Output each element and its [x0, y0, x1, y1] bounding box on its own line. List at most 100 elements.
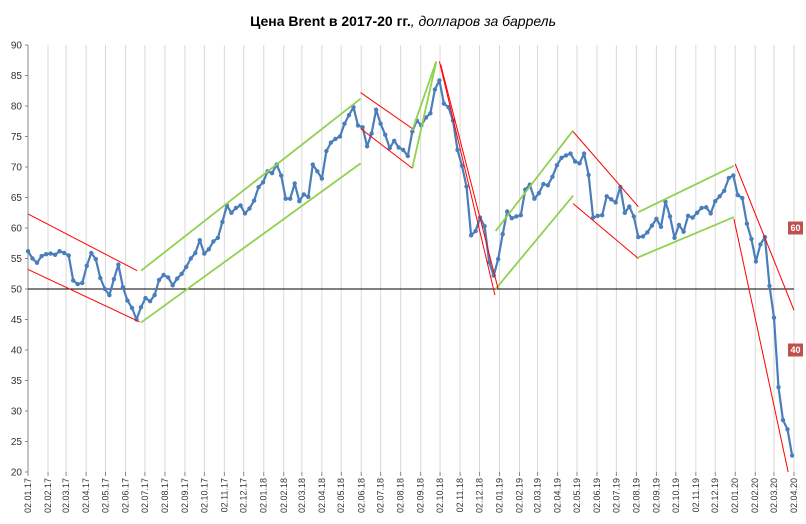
x-tick-label: 02.12.17 — [239, 478, 249, 513]
trend-line-down — [572, 203, 639, 259]
x-axis-ticks: 02.01.17 02.02.17 02.03.17 02.04.17 02.05.17… — [23, 478, 799, 513]
price-point — [48, 251, 53, 256]
price-point — [120, 285, 126, 290]
price-point — [324, 148, 329, 154]
price-point — [676, 222, 682, 228]
price-point — [197, 238, 202, 243]
x-tick-label: 02.04.17 — [81, 478, 91, 513]
price-point — [301, 192, 306, 197]
trend-line-down — [27, 269, 140, 323]
price-badge-label: 60 — [790, 223, 800, 233]
y-tick-label: 25 — [11, 437, 23, 448]
x-tick-label: 02.04.20 — [789, 478, 799, 513]
price-point — [93, 256, 99, 262]
price-point — [500, 231, 505, 237]
price-point — [61, 250, 67, 256]
x-tick-label: 02.02.19 — [515, 478, 525, 513]
chart-title-bold: Цена Brent в 2017-20 гг. — [250, 13, 411, 29]
price-point — [726, 175, 731, 181]
price-point — [699, 205, 704, 211]
price-point — [694, 210, 700, 215]
price-point — [767, 283, 772, 289]
price-point — [346, 112, 352, 118]
price-point — [175, 276, 180, 281]
price-point — [604, 194, 609, 199]
price-point — [107, 292, 112, 298]
x-tick-label: 02.05.19 — [572, 478, 582, 513]
price-point — [455, 147, 460, 153]
price-point — [89, 250, 94, 256]
price-point — [147, 299, 153, 304]
price-point — [260, 180, 266, 185]
x-tick-label: 02.03.18 — [297, 478, 307, 513]
price-point — [283, 196, 288, 201]
y-tick-label: 30 — [11, 407, 23, 418]
price-point — [211, 239, 216, 244]
y-tick-label: 80 — [11, 102, 23, 113]
trend-line-up — [411, 61, 438, 169]
x-tick-label: 02.12.18 — [474, 478, 484, 513]
price-badge-bg — [788, 343, 803, 357]
price-point — [319, 176, 325, 181]
price-point — [563, 153, 569, 158]
trend-line-up — [140, 162, 362, 324]
price-point — [116, 262, 121, 267]
price-point — [640, 234, 646, 239]
price-point — [428, 111, 433, 116]
price-point — [771, 315, 777, 320]
price-point — [25, 249, 31, 254]
x-tick-label: 02.02.20 — [750, 478, 760, 513]
price-point — [39, 253, 44, 259]
price-point — [518, 213, 523, 218]
price-point — [780, 417, 786, 423]
price-point — [713, 199, 718, 204]
y-tick-label: 40 — [11, 346, 23, 357]
y-tick-label: 60 — [11, 224, 23, 235]
y-axis-ticks: 20 25 30 35 40 45 50 55 60 65 70 75 80 85 90 — [11, 41, 28, 479]
price-point — [229, 210, 234, 215]
price-point — [279, 173, 284, 178]
price-point — [631, 214, 636, 219]
price-point — [337, 134, 343, 139]
price-point — [238, 203, 243, 208]
trend-line-up — [637, 216, 735, 259]
price-point — [595, 213, 600, 218]
price-point — [685, 213, 691, 218]
trend-line-up — [494, 129, 574, 232]
price-point — [156, 277, 162, 283]
price-point — [618, 184, 623, 190]
price-point — [355, 123, 361, 128]
trend-line-down — [440, 64, 499, 290]
price-point — [152, 292, 157, 298]
y-tick-label: 85 — [11, 71, 23, 82]
price-point — [482, 224, 487, 229]
x-tick-label: 02.07.17 — [140, 478, 150, 513]
price-point — [360, 125, 365, 130]
price-point — [333, 136, 338, 142]
price-point — [188, 256, 193, 261]
price-point — [572, 159, 578, 164]
x-tick-label: 02.07.19 — [611, 478, 621, 513]
price-point — [568, 151, 573, 156]
x-tick-label: 02.04.18 — [317, 478, 327, 513]
price-point — [473, 228, 478, 234]
price-badge-bg — [788, 221, 803, 235]
price-point — [509, 216, 514, 221]
price-point — [432, 87, 438, 92]
trend-line-up — [494, 195, 574, 290]
price-point — [369, 131, 374, 136]
x-tick-label: 02.11.18 — [455, 478, 465, 512]
price-point — [315, 169, 320, 174]
trend-lines-layer — [27, 61, 795, 473]
price-point — [613, 200, 618, 205]
price-badge-label: 40 — [790, 345, 800, 355]
x-tick-label: 02.06.17 — [121, 478, 131, 513]
x-tick-label: 02.03.19 — [533, 478, 543, 513]
price-point — [98, 275, 103, 281]
price-point — [129, 305, 135, 311]
price-point — [102, 286, 108, 292]
price-point — [622, 210, 627, 215]
price-point — [654, 216, 659, 221]
price-point — [577, 161, 582, 166]
